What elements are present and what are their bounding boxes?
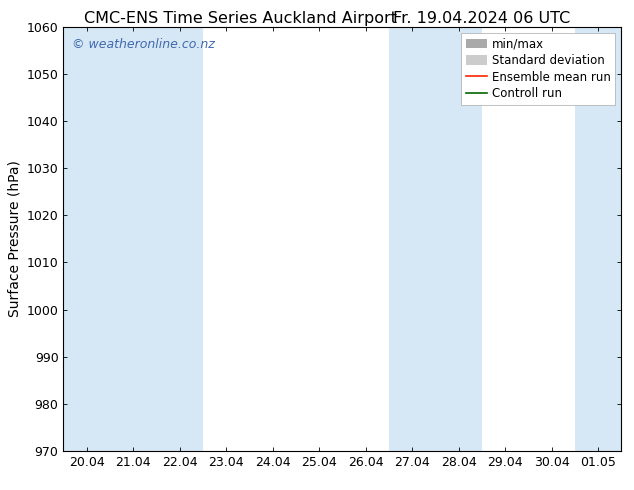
Text: Fr. 19.04.2024 06 UTC: Fr. 19.04.2024 06 UTC <box>393 11 571 26</box>
Bar <box>389 27 436 451</box>
Bar <box>436 27 482 451</box>
Y-axis label: Surface Pressure (hPa): Surface Pressure (hPa) <box>7 160 21 318</box>
Text: © weatheronline.co.nz: © weatheronline.co.nz <box>72 38 214 50</box>
Bar <box>575 27 621 451</box>
Bar <box>157 27 203 451</box>
Bar <box>110 27 157 451</box>
Text: CMC-ENS Time Series Auckland Airport: CMC-ENS Time Series Auckland Airport <box>84 11 398 26</box>
Legend: min/max, Standard deviation, Ensemble mean run, Controll run: min/max, Standard deviation, Ensemble me… <box>461 33 616 105</box>
Bar <box>63 27 110 451</box>
